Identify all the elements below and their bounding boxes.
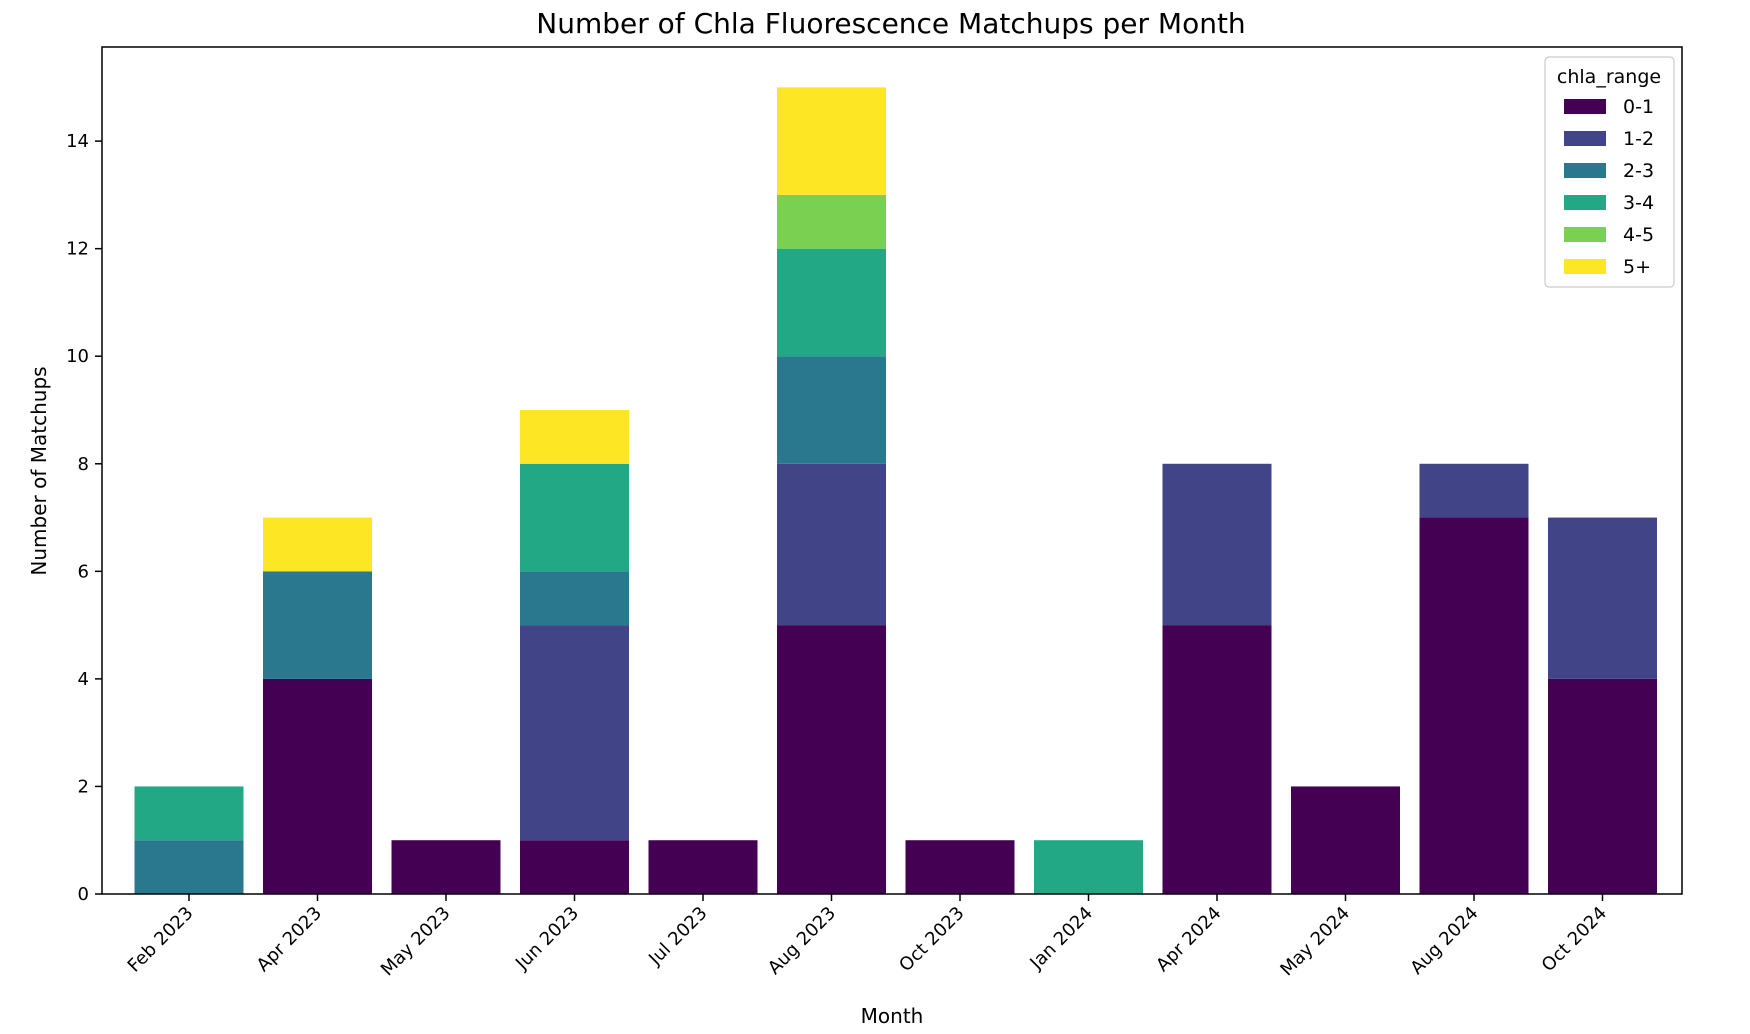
- x-tick-label: Oct 2024: [1538, 903, 1611, 976]
- bar-segment: [263, 517, 372, 572]
- bar-segment: [134, 840, 244, 894]
- y-tick-label: 2: [78, 776, 89, 797]
- legend-title: chla_range: [1557, 66, 1661, 88]
- bar-segment: [1291, 786, 1400, 894]
- legend-label: 5+: [1623, 256, 1651, 278]
- y-tick-label: 14: [66, 131, 89, 152]
- bar-segment: [1548, 678, 1657, 894]
- bar-segment: [263, 678, 372, 894]
- x-tick-label: May 2023: [377, 903, 455, 981]
- legend-swatch: [1564, 131, 1606, 146]
- legend-label: 3-4: [1623, 192, 1654, 214]
- x-tick-label: Apr 2023: [253, 903, 326, 976]
- legend-swatch: [1564, 163, 1606, 178]
- legend-swatch: [1564, 99, 1606, 114]
- legend-label: 4-5: [1623, 224, 1654, 246]
- bar-segment: [905, 840, 1015, 894]
- legend-items: 0-1 1-2 2-3 3-4 4-5 5+: [1564, 96, 1654, 278]
- legend-swatch: [1564, 227, 1606, 242]
- bar-segment: [777, 194, 886, 249]
- x-tick-label: Apr 2024: [1152, 903, 1225, 976]
- bar-segment: [520, 840, 629, 894]
- x-tick-label: Jul 2023: [644, 903, 711, 970]
- x-tick-label: May 2024: [1276, 903, 1354, 981]
- bar-segment: [1548, 517, 1657, 679]
- y-tick-label: 6: [78, 561, 89, 582]
- bar-segment: [1419, 517, 1529, 894]
- bar-segment: [777, 87, 886, 195]
- y-axis-label: Number of Matchups: [27, 366, 51, 575]
- x-tick-label: Jun 2023: [511, 903, 583, 975]
- x-tick-label: Feb 2023: [124, 903, 198, 977]
- y-tick-label: 4: [78, 669, 89, 690]
- bar-segment: [1162, 463, 1272, 626]
- bar-segment: [648, 840, 758, 894]
- y-tick-label: 8: [78, 454, 89, 475]
- x-tick-label: Jan 2024: [1025, 903, 1097, 975]
- x-tick-label: Aug 2024: [1406, 903, 1482, 979]
- legend-swatch: [1564, 259, 1606, 274]
- bar-segment: [777, 248, 886, 357]
- legend-label: 1-2: [1623, 128, 1654, 150]
- legend-label: 0-1: [1623, 96, 1654, 118]
- bar-segment: [520, 463, 629, 572]
- legend-label: 2-3: [1623, 160, 1654, 182]
- y-axis: 0 2 4 6 8 10 12 14: [66, 131, 102, 905]
- y-tick-label: 10: [66, 346, 89, 367]
- bar-segment: [520, 625, 629, 841]
- bar-segment: [520, 410, 629, 464]
- bar-segment: [134, 786, 244, 841]
- bar-segment: [263, 571, 372, 679]
- legend-swatch: [1564, 195, 1606, 210]
- x-tick-label: Oct 2023: [895, 903, 968, 976]
- bar-segment: [391, 840, 501, 894]
- bar-segment: [520, 571, 629, 626]
- chart-title: Number of Chla Fluorescence Matchups per…: [536, 7, 1245, 40]
- y-tick-label: 0: [78, 884, 89, 905]
- legend: chla_range 0-1 1-2 2-3 3-4 4-5 5+: [1544, 56, 1675, 288]
- bars-group: [134, 87, 1657, 894]
- bar-segment: [1419, 463, 1529, 518]
- x-axis: Feb 2023 Apr 2023 May 2023 Jun 2023 Jul 2023…: [124, 894, 1611, 980]
- bar-segment: [777, 463, 886, 626]
- plot-frame: [101, 46, 1683, 895]
- bar-segment: [1034, 840, 1143, 894]
- y-tick-label: 12: [66, 239, 89, 260]
- x-tick-label: Aug 2023: [764, 903, 840, 979]
- bar-segment: [777, 356, 886, 464]
- bar-segment: [1162, 625, 1272, 894]
- x-axis-label: Month: [861, 1004, 924, 1028]
- bar-segment: [777, 625, 886, 894]
